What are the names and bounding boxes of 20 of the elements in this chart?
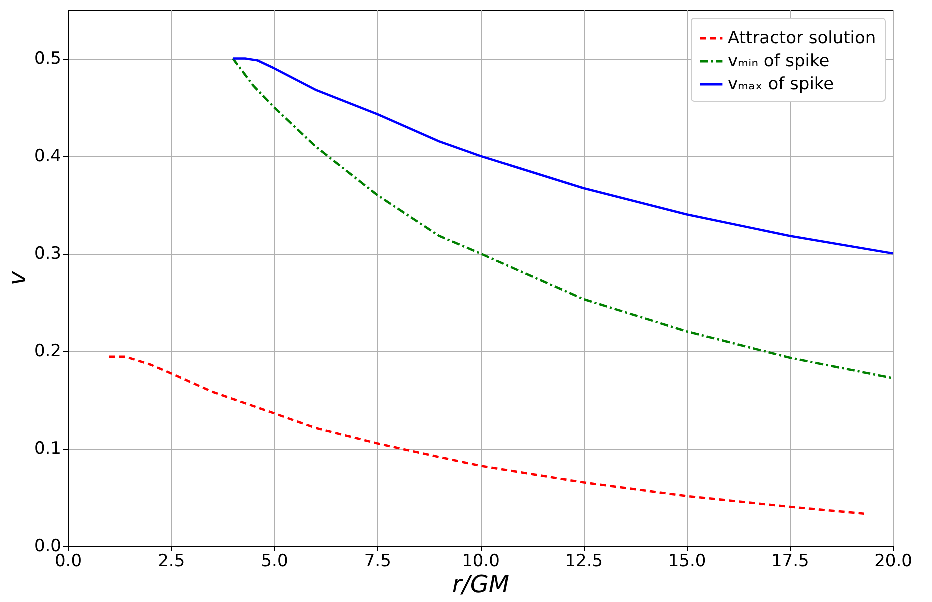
x-tick-label: 10.0	[462, 552, 500, 572]
legend-label: Attractor solution	[728, 28, 876, 48]
y-tick-label: 0.4	[34, 146, 62, 167]
x-tick-label: 0.0	[54, 552, 82, 572]
legend-label: vₘᵢₙ of spike	[728, 52, 830, 72]
x-tick-label: 17.5	[771, 552, 810, 572]
x-tick-label: 2.5	[158, 552, 186, 572]
y-tick-label: 0.3	[34, 244, 62, 264]
y-tick-label: 0.1	[34, 439, 62, 460]
x-tick-label: 20.0	[874, 552, 912, 572]
x-tick-label: 15.0	[668, 552, 706, 572]
x-axis-title: r/GM	[452, 570, 510, 598]
x-tick-label: 7.5	[364, 552, 392, 572]
y-tick-label: 0.2	[34, 342, 62, 362]
x-tick-label: 5.0	[261, 552, 288, 572]
y-axis-title: v	[3, 270, 32, 286]
y-tick-label: 0.5	[34, 49, 62, 70]
x-tick-label: 12.5	[565, 552, 604, 572]
legend-label: vₘₐₓ of spike	[728, 74, 834, 94]
line-series	[108, 356, 866, 515]
